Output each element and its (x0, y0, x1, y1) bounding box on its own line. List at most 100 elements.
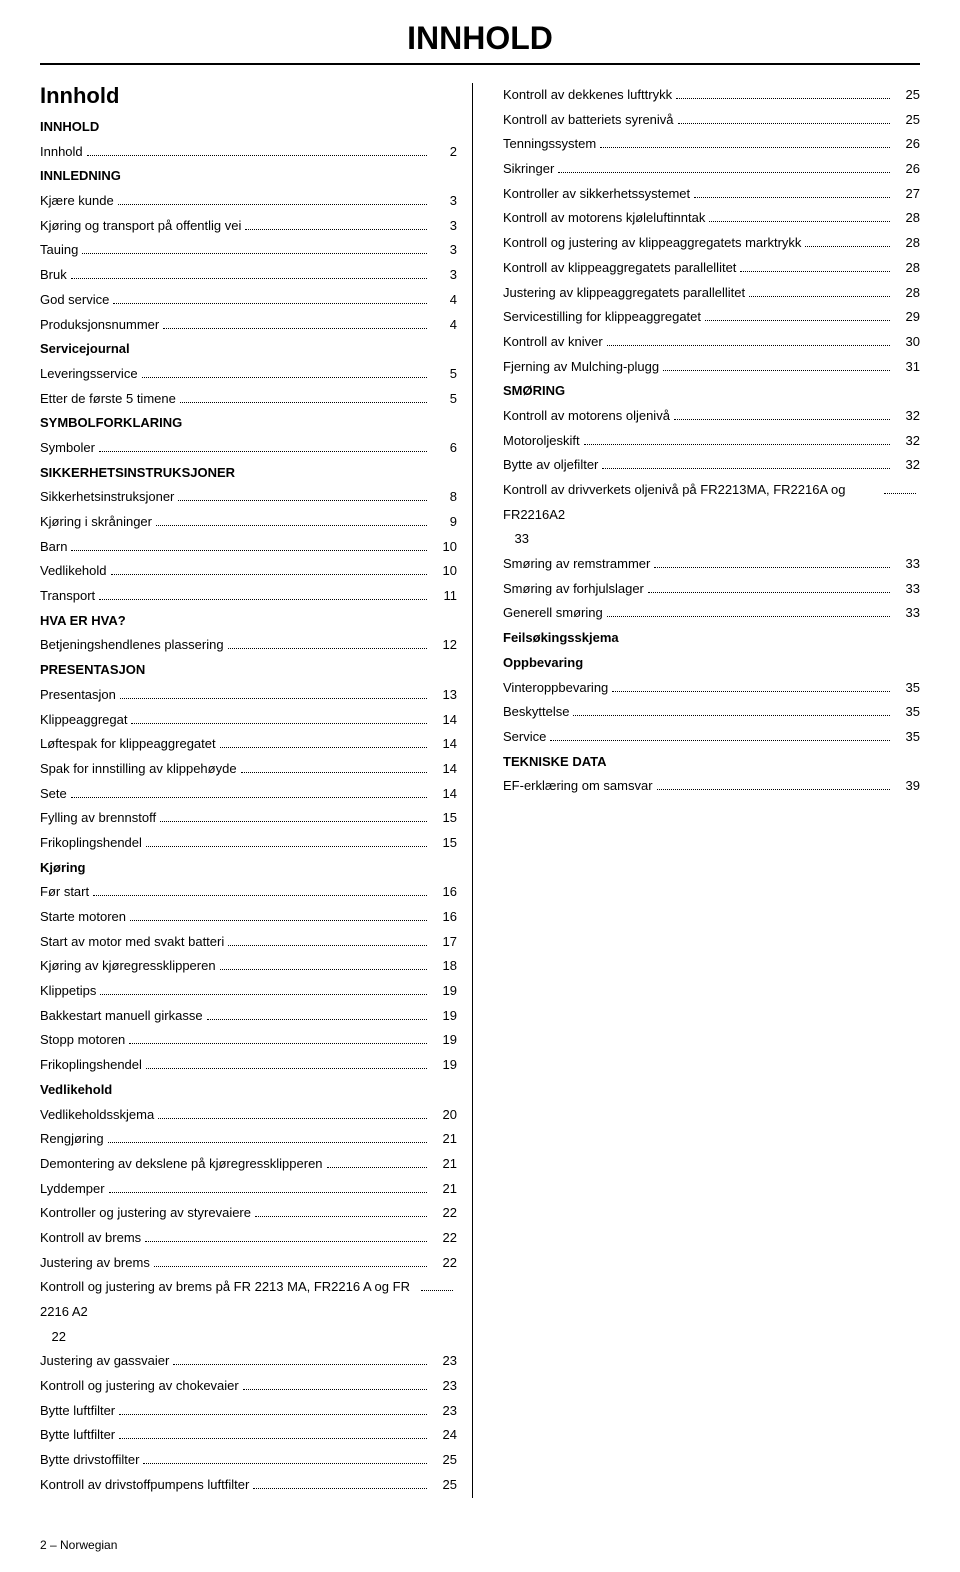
toc-entry: Kontroll av klippeaggregatets parallelli… (503, 256, 920, 281)
toc-entry-page: 17 (431, 930, 457, 955)
toc-entry: Tauing3 (40, 238, 457, 263)
toc-entry-page: 19 (431, 979, 457, 1004)
toc-entry: Kontroll av drivverkets oljenivå på FR22… (503, 478, 920, 552)
toc-entry: Lyddemper21 (40, 1177, 457, 1202)
toc-entry: Leveringsservice5 (40, 362, 457, 387)
toc-entry: Motoroljeskift32 (503, 429, 920, 454)
toc-entry-page: 22 (40, 1325, 66, 1350)
toc-entry: Bruk3 (40, 263, 457, 288)
toc-dots (255, 1216, 427, 1217)
toc-entry-page: 28 (894, 256, 920, 281)
toc-entry-label: Demontering av dekslene på kjøregresskli… (40, 1152, 323, 1177)
toc-entry: Kontroll og justering av klippeaggregate… (503, 231, 920, 256)
toc-entry-page: 25 (894, 108, 920, 133)
toc-entry: Innhold2 (40, 140, 457, 165)
toc-entry-label: Symboler (40, 436, 95, 461)
toc-dots (327, 1167, 427, 1168)
toc-entry-page: 15 (431, 806, 457, 831)
toc-entry: Bytte luftfilter24 (40, 1423, 457, 1448)
toc-entry-page: 3 (431, 238, 457, 263)
toc-entry-label: Kontroll av motorens kjøleluftinntak (503, 206, 705, 231)
toc-entry: Stopp motoren19 (40, 1028, 457, 1053)
toc-entry-label: Bytte av oljefilter (503, 453, 598, 478)
toc-dots (178, 500, 427, 501)
toc-dots (120, 698, 427, 699)
toc-entry-page: 9 (431, 510, 457, 535)
toc-entry-page: 3 (431, 214, 457, 239)
toc-heading: Servicejournal (40, 337, 457, 362)
toc-entry: Justering av brems 22 (40, 1251, 457, 1276)
toc-entry-label: Leveringsservice (40, 362, 138, 387)
toc-entry-page: 33 (894, 577, 920, 602)
toc-entry: Transport11 (40, 584, 457, 609)
toc-entry-label: Kontroll av dekkenes lufttrykk (503, 83, 672, 108)
toc-dots (709, 221, 890, 222)
toc-entry: Sikringer26 (503, 157, 920, 182)
toc-dots (663, 370, 890, 371)
toc-entry: Vedlikehold10 (40, 559, 457, 584)
toc-entry-label: Kontroll av motorens oljenivå (503, 404, 670, 429)
toc-dots (156, 525, 427, 526)
toc-entry-page: 28 (894, 231, 920, 256)
toc-entry-label: Kontroll og justering av chokevaier (40, 1374, 239, 1399)
toc-entry: Frikoplingshendel15 (40, 831, 457, 856)
toc-dots (119, 1414, 427, 1415)
toc-entry-label: Justering av brems (40, 1251, 150, 1276)
toc-dots (550, 740, 890, 741)
toc-dots (154, 1266, 427, 1267)
toc-entry: Kontroller av sikkerhetssystemet 27 (503, 182, 920, 207)
toc-entry-label: Transport (40, 584, 95, 609)
toc-entry: Beskyttelse35 (503, 700, 920, 725)
toc-entry: Rengjøring21 (40, 1127, 457, 1152)
left-column: Innhold INNHOLDInnhold2INNLEDNINGKjære k… (40, 83, 473, 1498)
toc-entry: Kjøring av kjøregressklipperen18 (40, 954, 457, 979)
toc-dots (163, 328, 427, 329)
toc-dots (602, 468, 890, 469)
toc-entry-label: Motoroljeskift (503, 429, 580, 454)
toc-entry-label: EF-erklæring om samsvar (503, 774, 653, 799)
toc-dots (678, 123, 890, 124)
toc-entry-page: 22 (431, 1251, 457, 1276)
toc-dots (253, 1488, 427, 1489)
toc-entry-label: Barn (40, 535, 67, 560)
toc-entry-label: Generell smøring (503, 601, 603, 626)
toc-dots (87, 155, 427, 156)
toc-dots (694, 197, 890, 198)
toc-entry: Kjære kunde3 (40, 189, 457, 214)
toc-dots (180, 402, 427, 403)
toc-entry-page: 3 (431, 263, 457, 288)
toc-entry-page: 25 (431, 1473, 457, 1498)
toc-entry-page: 27 (894, 182, 920, 207)
toc-entry-label: Starte motoren (40, 905, 126, 930)
toc-entry-page: 23 (431, 1374, 457, 1399)
toc-entry: Bytte luftfilter23 (40, 1399, 457, 1424)
toc-entry-page: 28 (894, 206, 920, 231)
toc-entry: Justering av klippeaggregatets parallell… (503, 281, 920, 306)
toc-dots (676, 98, 890, 99)
toc-entry-label: Kontroller av sikkerhetssystemet (503, 182, 690, 207)
toc-entry: Kjøring og transport på offentlig vei3 (40, 214, 457, 239)
toc-entry: Kontroll av motorens kjøleluftinntak 28 (503, 206, 920, 231)
toc-entry-label: Bytte luftfilter (40, 1399, 115, 1424)
toc-entry: Starte motoren16 (40, 905, 457, 930)
toc-entry-label: Bytte drivstoffilter (40, 1448, 139, 1473)
toc-dots (705, 320, 890, 321)
toc-entry-label: Presentasjon (40, 683, 116, 708)
toc-entry-label: Fylling av brennstoff (40, 806, 156, 831)
toc-entry-label: Justering av gassvaier (40, 1349, 169, 1374)
toc-dots (131, 723, 427, 724)
toc-dots (71, 797, 427, 798)
toc-entry: Smøring av remstrammer33 (503, 552, 920, 577)
toc-entry-label: Bakkestart manuell girkasse (40, 1004, 203, 1029)
toc-entry-label: Frikoplingshendel (40, 1053, 142, 1078)
toc-entry-page: 4 (431, 313, 457, 338)
toc-entry-page: 26 (894, 132, 920, 157)
page-footer: 2 – Norwegian (40, 1538, 920, 1552)
toc-entry: Generell smøring33 (503, 601, 920, 626)
toc-entry-label: Kjøring av kjøregressklipperen (40, 954, 216, 979)
toc-entry-page: 3 (431, 189, 457, 214)
toc-entry-page: 8 (431, 485, 457, 510)
toc-entry-label: Kontroll av brems (40, 1226, 141, 1251)
toc-dots (749, 296, 890, 297)
toc-entry-page: 20 (431, 1103, 457, 1128)
